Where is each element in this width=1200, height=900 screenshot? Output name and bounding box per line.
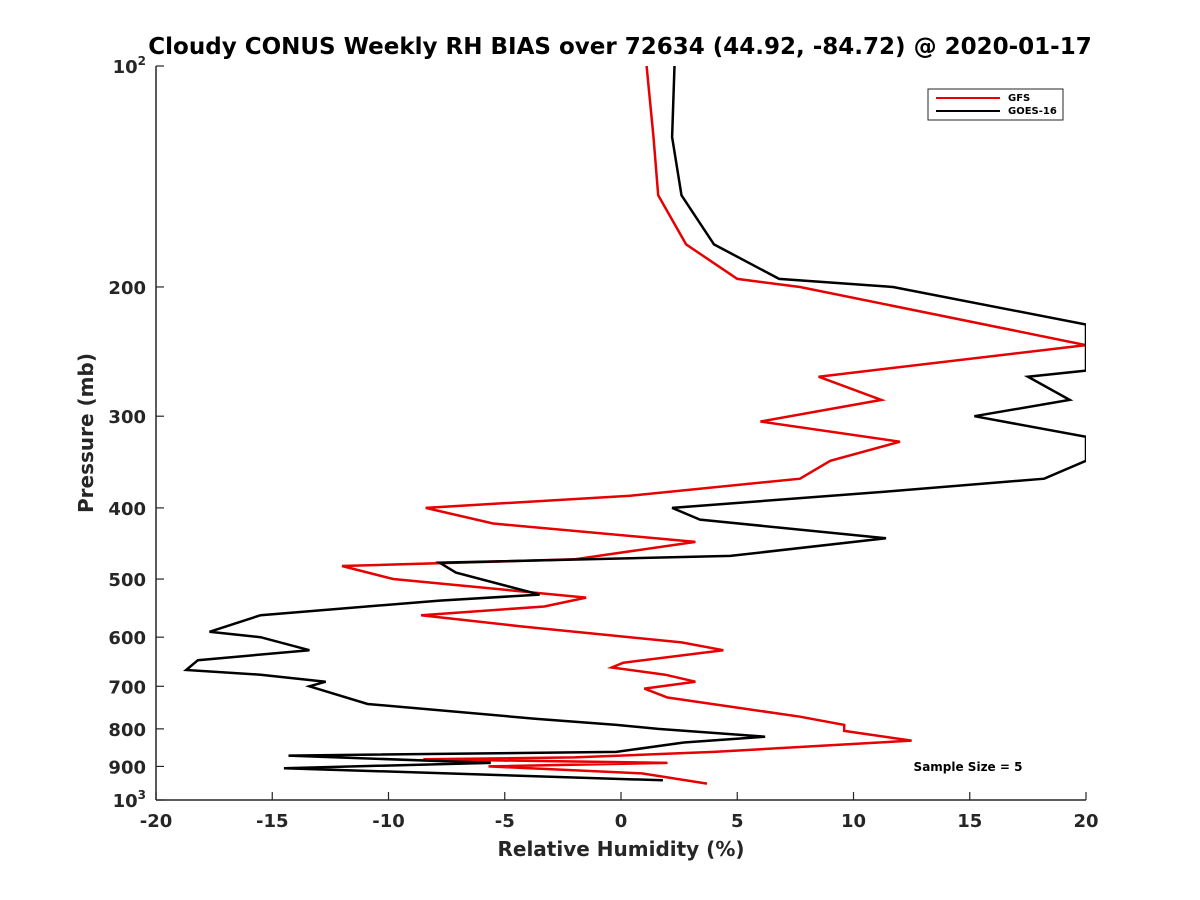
- y-tick-label: 600: [108, 628, 146, 649]
- y-tick-label: 500: [108, 570, 146, 591]
- x-ticks: -20 -15 -10 -5 0 5 10 15 20: [140, 792, 1099, 832]
- x-tick-label: 10: [841, 811, 866, 832]
- plot-area: -20 -15 -10 -5 0 5 10 15 20 102 200 300 400 500 600 70…: [108, 54, 1098, 832]
- legend-label-gfs: GFS: [1008, 93, 1030, 104]
- y-tick-label: 900: [108, 757, 146, 778]
- y-ticks: 102 200 300 400 500 600 700 800 900 103: [108, 54, 164, 812]
- chart-title: Cloudy CONUS Weekly RH BIAS over 72634 (…: [148, 34, 1091, 60]
- y-tick-label: 800: [108, 720, 146, 741]
- x-tick-label: -5: [495, 811, 515, 832]
- y-tick-label: 300: [108, 407, 146, 428]
- y-tick-label: 102: [113, 54, 146, 78]
- x-tick-label: 0: [615, 811, 628, 832]
- y-tick-label: 200: [108, 278, 146, 299]
- y-tick-label: 700: [108, 677, 146, 698]
- y-axis-label: Pressure (mb): [74, 353, 98, 513]
- x-axis-label: Relative Humidity (%): [497, 837, 744, 861]
- legend-box: [927, 88, 1064, 121]
- legend-label-goes16: GOES-16: [1008, 106, 1057, 117]
- x-tick-label: -20: [140, 811, 173, 832]
- legend: GFS GOES-16: [927, 88, 1064, 121]
- series-layer: [182, 66, 1086, 785]
- x-tick-label: -10: [372, 811, 405, 832]
- y-tick-label: 400: [108, 499, 146, 520]
- x-tick-label: 20: [1073, 811, 1098, 832]
- x-tick-label: 15: [957, 811, 982, 832]
- y-tick-label: 103: [113, 788, 146, 812]
- x-tick-label: -15: [256, 811, 289, 832]
- series-line-gfs: [341, 66, 1086, 785]
- x-tick-label: 5: [731, 811, 744, 832]
- sample-size-annotation: Sample Size = 5: [914, 760, 1023, 774]
- series-line-goes16: [182, 66, 1086, 782]
